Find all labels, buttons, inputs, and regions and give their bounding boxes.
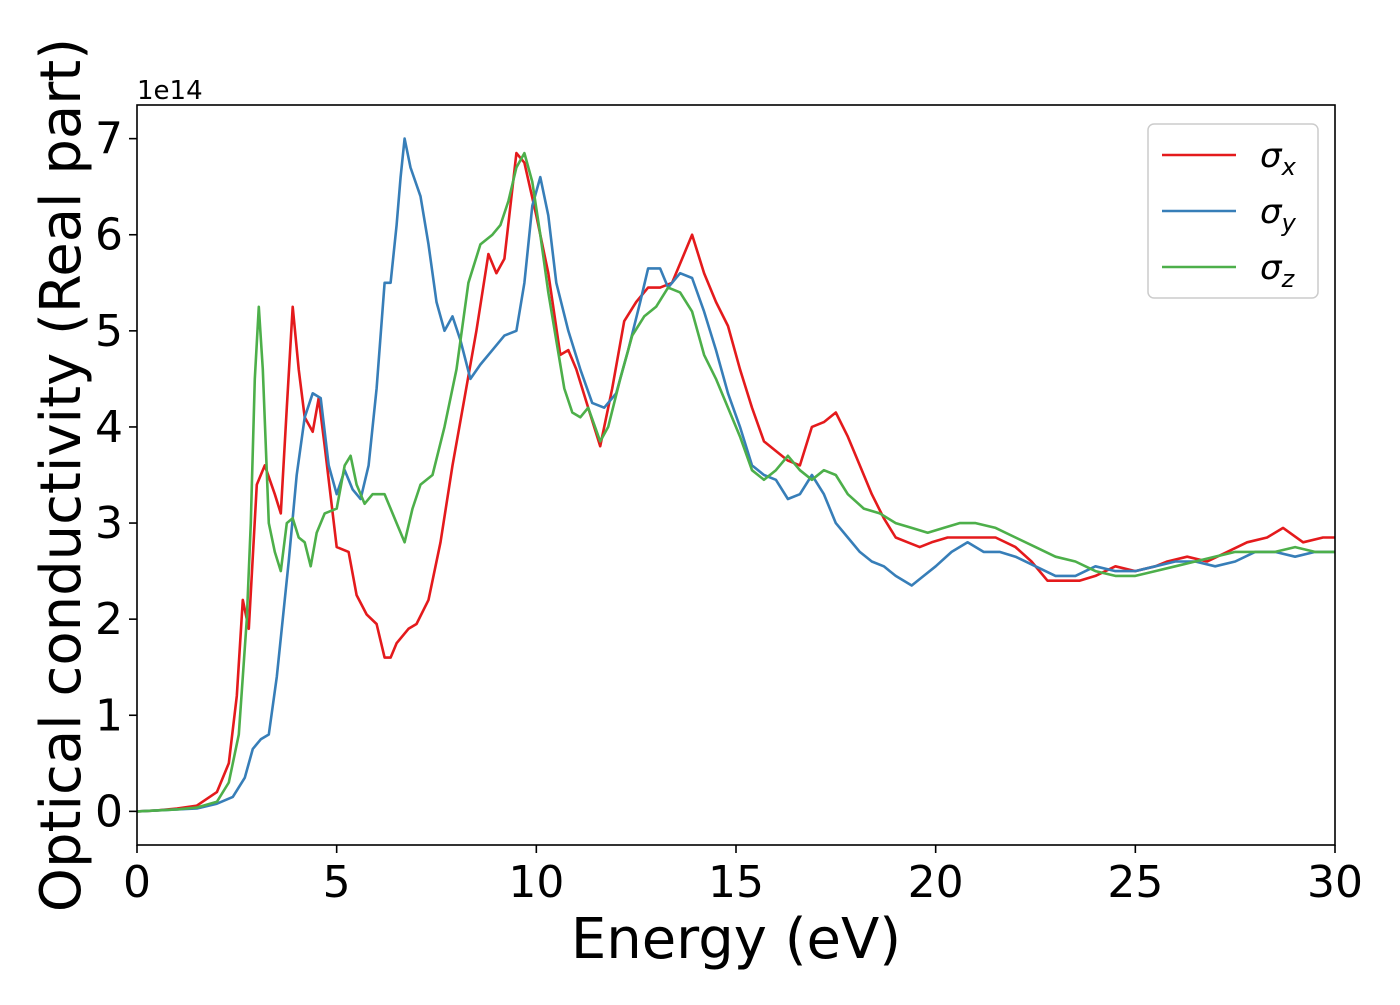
y-axis: 0 1 2 3 4 5 6 7 xyxy=(95,114,137,837)
x-axis-label: Energy (eV) xyxy=(571,907,901,972)
y-axis-label: Optical conductivity (Real part) xyxy=(29,38,94,912)
y-tick-label: 7 xyxy=(95,114,123,165)
x-axis: 0 5 10 15 20 25 30 xyxy=(123,845,1363,908)
x-tick-label: 15 xyxy=(708,857,764,908)
x-tick-label: 10 xyxy=(508,857,564,908)
legend: σx σy σz xyxy=(1147,123,1319,299)
y-offset-label: 1e14 xyxy=(137,76,203,106)
y-tick-label: 1 xyxy=(95,690,123,741)
y-tick-label: 0 xyxy=(95,786,123,837)
series-lines xyxy=(137,137,1335,813)
y-tick-label: 4 xyxy=(95,402,123,453)
legend-label-y: σy xyxy=(1260,192,1297,237)
y-tick-label: 5 xyxy=(95,306,123,357)
x-tick-label: 30 xyxy=(1307,857,1363,908)
x-tick-label: 25 xyxy=(1107,857,1163,908)
y-tick-label: 2 xyxy=(95,594,123,645)
series-line-z xyxy=(137,151,1335,813)
x-tick-label: 5 xyxy=(323,857,351,908)
legend-label-x: σx xyxy=(1260,136,1297,181)
series-line-y xyxy=(137,137,1335,813)
y-tick-label: 6 xyxy=(95,210,123,261)
x-tick-label: 20 xyxy=(908,857,964,908)
y-tick-label: 3 xyxy=(95,498,123,549)
x-tick-label: 0 xyxy=(123,857,151,908)
series-line-x xyxy=(137,151,1335,813)
legend-label-z: σz xyxy=(1260,248,1296,293)
